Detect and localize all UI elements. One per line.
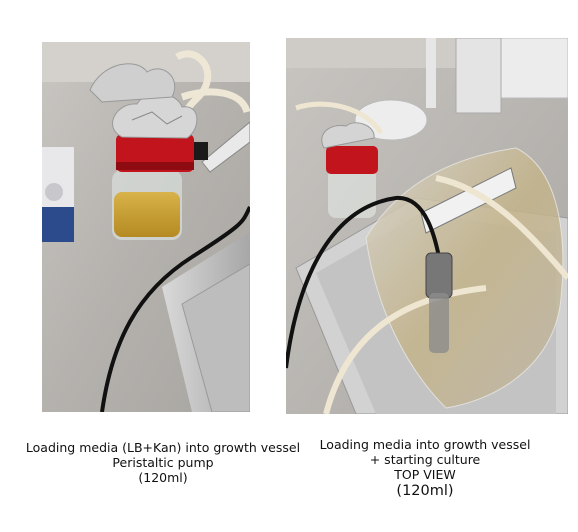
- caption-left: Loading media (LB+Kan) into growth vesse…: [22, 440, 304, 485]
- caption-right: Loading media into growth vessel + start…: [300, 437, 550, 500]
- caption-left-line-2: Peristaltic pump: [112, 455, 214, 470]
- caption-right-line-4: (120ml): [396, 483, 454, 499]
- caption-right-line-2: + starting culture: [369, 452, 481, 467]
- caption-left-line-3: (120ml): [138, 470, 188, 485]
- caption-left-line-1: Loading media (LB+Kan) into growth vesse…: [25, 440, 301, 455]
- photo-right-top-view: [286, 38, 568, 414]
- caption-right-line-3: TOP VIEW: [394, 467, 456, 482]
- photo-left-growth-vessel: [42, 42, 250, 412]
- caption-right-line-1: Loading media into growth vessel: [319, 437, 531, 452]
